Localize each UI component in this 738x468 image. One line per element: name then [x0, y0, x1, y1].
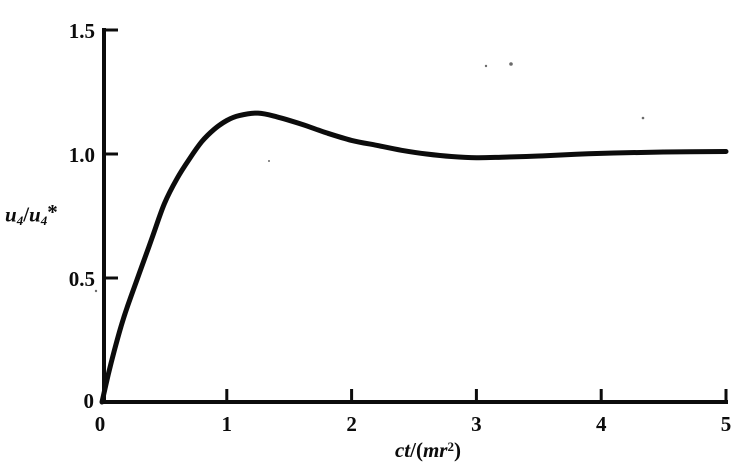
y-tick-label: 0	[84, 389, 95, 413]
y-axis-title-base2: u	[29, 202, 41, 227]
x-axis-title-post: )	[454, 438, 461, 462]
scan-speck	[641, 116, 645, 120]
x-tick-label: 3	[471, 412, 482, 436]
y-tick-label: 1.0	[69, 143, 95, 167]
x-tick-label: 1	[222, 412, 233, 436]
x-axis-title-pre: /(	[410, 438, 423, 462]
y-axis-title-slash: /	[23, 202, 30, 227]
scan-speck	[509, 62, 513, 66]
y-axis-title-star: *	[47, 200, 58, 224]
x-axis-title: ct/(mr2)	[377, 440, 479, 461]
x-axis-title-var1: ct	[394, 438, 411, 462]
y-axis-title-sub2: 4	[40, 213, 48, 229]
x-tick-label: 4	[596, 412, 607, 436]
x-axis-title-sup: 2	[447, 439, 454, 455]
y-tick-label: 0.5	[69, 267, 95, 291]
scan-speck	[484, 64, 488, 68]
x-axis-title-var2: mr	[422, 438, 448, 462]
y-axis-title: u4/u4*	[5, 200, 58, 229]
x-tick-label: 5	[721, 412, 732, 436]
scan-speck	[94, 289, 98, 293]
y-axis-title-sub1: 4	[16, 213, 24, 229]
y-axis-title-base1: u	[5, 202, 17, 227]
y-tick-label: 1.5	[69, 19, 95, 43]
scan-speck	[268, 160, 270, 162]
response-curve	[99, 110, 729, 405]
x-tick-label: 2	[346, 412, 357, 436]
x-tick-label: 0	[95, 412, 106, 436]
